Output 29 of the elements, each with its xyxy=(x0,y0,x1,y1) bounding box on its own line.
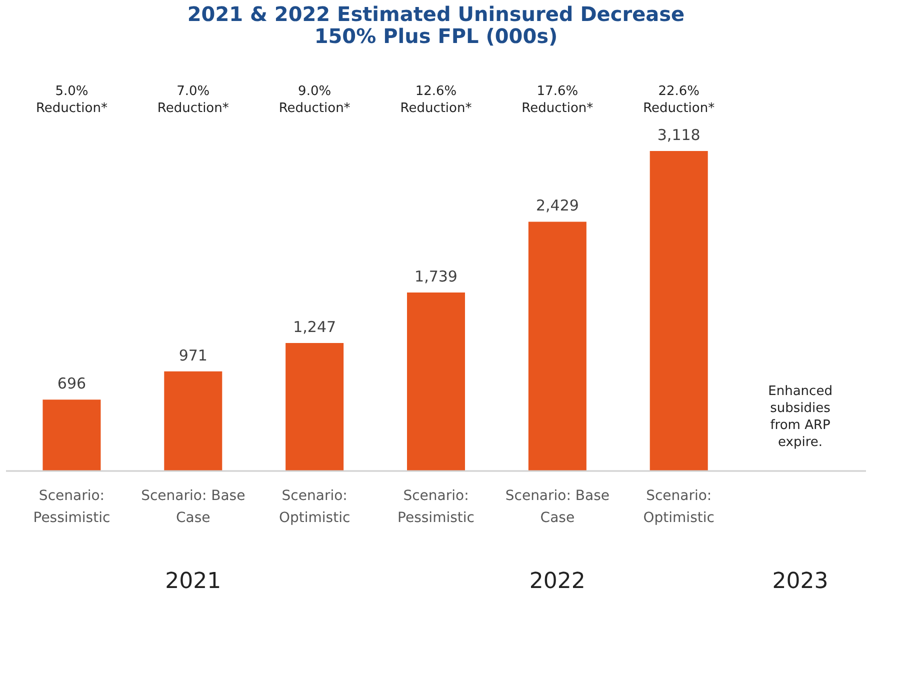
text: 7.0% Reduction* xyxy=(157,84,230,116)
text: 17.6% Reduction* xyxy=(522,84,594,116)
text: 2023 xyxy=(772,569,828,594)
bar xyxy=(42,400,101,471)
x-tick-label: Scenario: Optimistic xyxy=(643,488,714,526)
data-label: 3,118 xyxy=(657,126,700,144)
data-label: 696 xyxy=(57,374,86,393)
data-label: 971 xyxy=(178,346,208,364)
bar xyxy=(286,343,344,471)
data-label: 1,247 xyxy=(293,318,336,336)
x-tick-label: Scenario: Base Case xyxy=(141,488,246,526)
data-label: 1,739 xyxy=(414,268,458,286)
x-tick-label: Scenario: Base Case xyxy=(505,488,610,526)
x-tick-label: Scenario: Pessimistic xyxy=(398,488,474,526)
chart-title: 2021 & 2022 Estimated Uninsured Decrease 150% Plus FPL (000s) xyxy=(187,2,685,48)
text: 2021 xyxy=(165,569,222,594)
bar xyxy=(650,151,708,471)
bar xyxy=(528,222,586,471)
text: 12.6% Reduction* xyxy=(400,84,472,116)
text: 2022 xyxy=(529,569,586,594)
annotation: Enhanced subsidies from ARP expire. xyxy=(768,384,832,450)
data-label: 2,429 xyxy=(536,196,579,215)
bar xyxy=(164,371,222,471)
text: 5.0% Reduction* xyxy=(36,84,108,116)
text: 9.0% Reduction* xyxy=(278,84,351,116)
text: 22.6% Reduction* xyxy=(643,84,716,116)
x-tick-label: Scenario: Optimistic xyxy=(278,488,350,526)
bar xyxy=(407,292,465,471)
x-tick-label: Scenario: Pessimistic xyxy=(33,488,110,526)
